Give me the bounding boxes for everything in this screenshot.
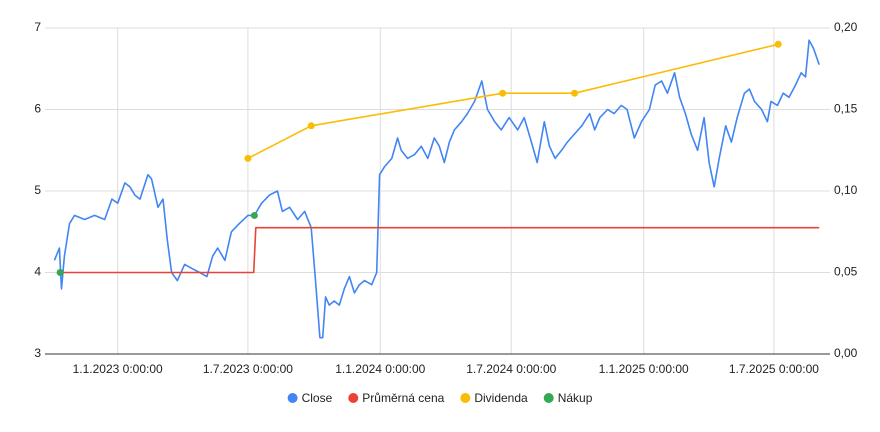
legend-label: Close [302, 391, 333, 405]
y-tick-label: 4 [34, 265, 41, 279]
y-tick-label: 5 [34, 183, 41, 197]
series-line [53, 39, 820, 339]
point [250, 211, 258, 219]
point [571, 89, 579, 97]
y2-tick-label: 0,05 [834, 265, 858, 279]
legend-item: Dividenda [460, 391, 528, 405]
y-tick-label: 7 [34, 20, 41, 34]
legend-marker [460, 393, 471, 403]
legend-label: Dividenda [474, 391, 528, 405]
point [307, 122, 315, 130]
legend-item: Průměrná cena [348, 391, 445, 405]
legend-label: Nákup [558, 391, 593, 405]
point [774, 40, 782, 48]
y2-tick-label: 0,15 [834, 102, 858, 116]
legend-item: Close [287, 391, 333, 405]
legend-marker [543, 393, 554, 403]
x-tick-label: 1.7.2023 0:00:00 [203, 362, 293, 376]
point [56, 269, 64, 276]
x-tick-label: 1.1.2025 0:00:00 [599, 362, 689, 376]
x-tick-label: 1.1.2024 0:00:00 [335, 362, 425, 376]
x-tick-label: 1.7.2025 0:00:00 [729, 362, 819, 376]
y2-tick-label: 0,10 [834, 183, 858, 197]
y-tick-label: 3 [34, 346, 41, 360]
series-line [59, 226, 820, 274]
y2-tick-label: 0,20 [834, 20, 858, 34]
point [499, 89, 507, 97]
x-tick-label: 1.1.2023 0:00:00 [73, 362, 163, 376]
legend-marker [287, 393, 298, 403]
x-tick-label: 1.7.2024 0:00:00 [466, 362, 556, 376]
legend: Close Průměrná cena Dividenda Nákup [287, 391, 593, 405]
legend-item: Nákup [543, 391, 593, 405]
legend-label: Průměrná cena [362, 391, 444, 405]
y2-tick-label: 0,00 [834, 346, 858, 360]
legend-marker [348, 393, 359, 403]
y-tick-label: 6 [34, 102, 41, 116]
point [244, 154, 252, 162]
